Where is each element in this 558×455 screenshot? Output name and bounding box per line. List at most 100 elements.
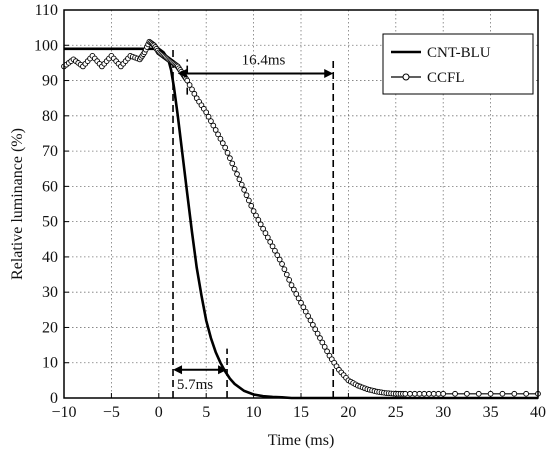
data-point-ccfl — [243, 192, 250, 199]
x-tick-label: 5 — [202, 404, 210, 421]
data-point-ccfl — [222, 144, 229, 151]
x-tick-label: −10 — [51, 404, 76, 421]
data-point-ccfl — [224, 150, 231, 156]
data-point-ccfl — [186, 82, 193, 88]
y-tick-label: 60 — [42, 178, 58, 195]
data-point-ccfl — [435, 390, 442, 397]
data-point-ccfl — [215, 131, 221, 138]
data-point-ccfl — [298, 299, 304, 306]
data-point-ccfl — [272, 247, 278, 254]
y-tick-label: 110 — [35, 2, 58, 19]
data-point-ccfl — [208, 118, 214, 124]
legend-box — [382, 33, 534, 95]
annotation-arrow-head — [177, 68, 187, 78]
y-axis-title: Relative luminance (%) — [9, 128, 26, 280]
data-point-ccfl — [203, 109, 210, 116]
data-point-ccfl — [407, 390, 413, 397]
data-point-ccfl — [291, 286, 297, 293]
annotation-arrow-head — [173, 365, 183, 375]
data-point-ccfl — [246, 197, 252, 204]
y-tick-label: 80 — [42, 108, 58, 125]
y-tick-label: 0 — [50, 390, 58, 407]
y-tick-label: 100 — [34, 37, 58, 54]
data-point-ccfl — [317, 335, 323, 341]
data-point-ccfl — [286, 276, 293, 283]
annotation-arrow-head — [324, 68, 334, 78]
data-point-ccfl — [276, 256, 283, 263]
x-tick-label: 30 — [435, 404, 451, 421]
data-point-ccfl — [238, 181, 245, 188]
legend-marker-ccfl — [402, 73, 410, 81]
data-point-ccfl — [487, 390, 494, 397]
data-point-ccfl — [402, 390, 409, 397]
data-point-ccfl — [430, 390, 437, 397]
data-point-ccfl — [257, 221, 264, 228]
legend-label-cnt-blu: CNT-BLU — [427, 45, 491, 61]
data-point-ccfl — [321, 344, 328, 350]
data-point-ccfl — [319, 339, 326, 346]
legend-label-ccfl: CCFL — [427, 70, 465, 86]
data-point-ccfl — [312, 326, 319, 333]
data-point-ccfl — [264, 234, 271, 241]
data-point-ccfl — [205, 113, 212, 120]
data-point-ccfl — [324, 348, 330, 355]
data-point-ccfl — [283, 271, 290, 278]
data-point-ccfl — [281, 266, 288, 273]
data-point-ccfl — [523, 390, 530, 397]
data-point-ccfl — [310, 321, 316, 328]
data-point-ccfl — [293, 291, 300, 297]
data-point-ccfl — [262, 230, 269, 236]
data-point-ccfl — [217, 135, 224, 142]
y-tick-label: 10 — [42, 355, 58, 372]
data-point-ccfl — [475, 390, 482, 397]
data-point-ccfl — [212, 127, 219, 133]
y-tick-label: 20 — [42, 319, 58, 336]
data-point-ccfl — [250, 208, 257, 214]
data-point-ccfl — [421, 390, 428, 397]
data-point-ccfl — [255, 217, 262, 223]
grid — [63, 9, 539, 399]
data-point-ccfl — [253, 212, 259, 219]
data-point-ccfl — [260, 225, 266, 232]
data-point-ccfl — [426, 390, 432, 397]
data-point-ccfl — [210, 122, 217, 129]
data-point-ccfl — [241, 187, 247, 193]
data-point-ccfl — [248, 202, 255, 209]
data-point-ccfl — [269, 243, 276, 250]
data-point-ccfl — [305, 313, 311, 319]
data-point-ccfl — [288, 282, 295, 288]
annotations: 16.4ms 5.7ms — [173, 52, 334, 393]
x-tick-label: 25 — [388, 404, 404, 421]
data-point-ccfl — [416, 390, 423, 397]
data-point-ccfl — [267, 239, 274, 245]
x-tick-label: 15 — [293, 404, 309, 421]
x-tick-label: 35 — [483, 404, 499, 421]
data-point-ccfl — [302, 308, 309, 315]
plot-frame — [63, 9, 539, 399]
data-point-ccfl — [229, 160, 236, 167]
x-tick-label: 40 — [530, 404, 546, 421]
data-point-ccfl — [452, 390, 458, 397]
data-point-ccfl — [279, 261, 285, 267]
data-point-ccfl — [236, 176, 243, 183]
y-tick-label: 90 — [42, 73, 58, 90]
data-point-ccfl — [219, 140, 226, 147]
data-point-ccfl — [274, 252, 281, 258]
y-tick-label: 50 — [42, 214, 58, 231]
data-point-ccfl — [234, 171, 240, 177]
x-tick-label: 0 — [155, 404, 163, 421]
data-point-ccfl — [295, 295, 302, 302]
x-axis-title: Time (ms) — [268, 432, 335, 449]
data-point-ccfl — [191, 90, 198, 97]
data-point-ccfl — [184, 77, 191, 84]
y-tick-label: 30 — [42, 284, 58, 301]
data-point-ccfl — [511, 390, 518, 397]
data-point-ccfl — [499, 390, 506, 397]
data-point-ccfl — [189, 86, 195, 93]
annotation-label: 16.4ms — [242, 52, 286, 68]
data-point-ccfl — [411, 390, 418, 397]
legend: CNT-BLU CCFL — [382, 33, 534, 95]
data-point-ccfl — [307, 317, 314, 324]
x-tick-label: 20 — [340, 404, 356, 421]
